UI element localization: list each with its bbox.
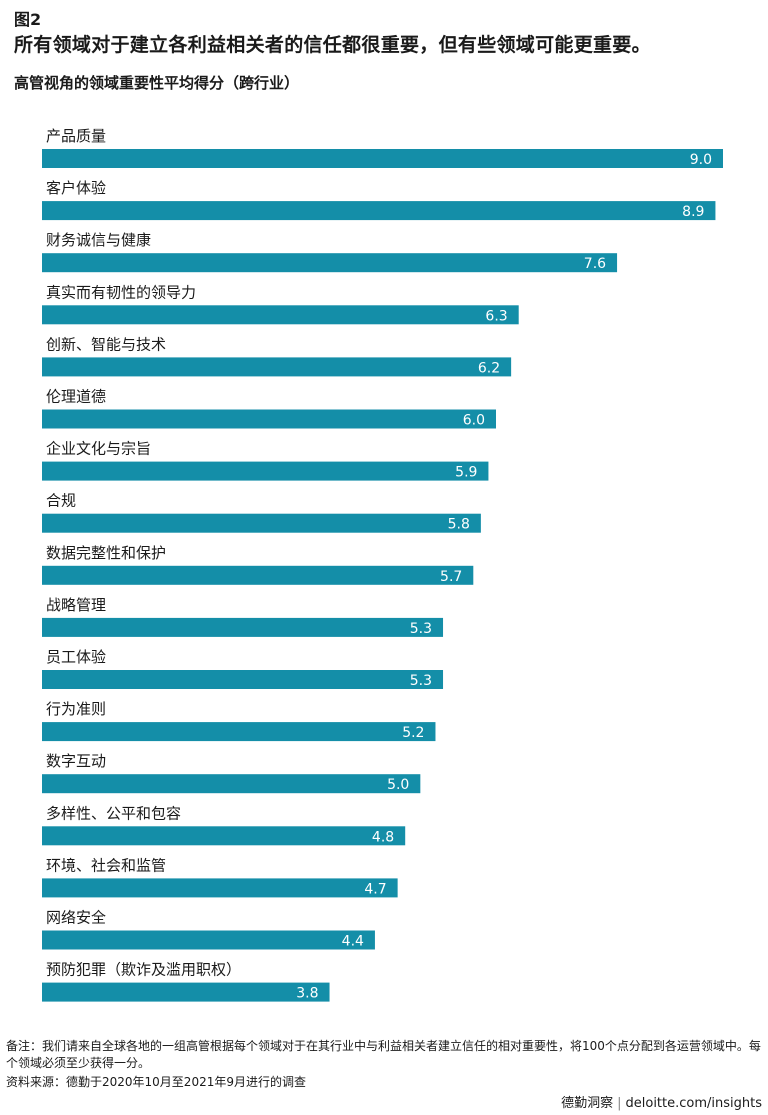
bar <box>42 722 436 742</box>
category-label: 数字互动 <box>46 752 106 770</box>
bar <box>42 617 444 637</box>
chart-subtitle: 高管视角的领域重要性平均得分（跨行业） <box>14 74 300 92</box>
brand-separator: | <box>617 1096 622 1111</box>
figure-label: 图2 <box>14 10 42 29</box>
chart-title: 所有领域对于建立各利益相关者的信任都很重要，但有些领域可能更重要。 <box>14 34 651 56</box>
value-label: 5.0 <box>387 777 409 793</box>
value-label: 5.8 <box>448 517 470 533</box>
category-label: 多样性、公平和包容 <box>46 804 181 822</box>
value-label: 8.9 <box>682 204 704 220</box>
brand-footer: 德勤洞察 | deloitte.com/insights <box>561 1092 762 1111</box>
category-label: 网络安全 <box>46 909 106 927</box>
bar <box>42 774 421 794</box>
value-label: 5.3 <box>410 621 432 637</box>
bar <box>42 253 618 273</box>
brand-name: 德勤洞察 <box>561 1096 614 1111</box>
value-label: 9.0 <box>690 152 712 168</box>
value-label: 3.8 <box>296 986 318 1002</box>
bar <box>42 149 723 168</box>
value-label: 6.3 <box>485 308 507 324</box>
value-label: 6.0 <box>463 413 485 429</box>
category-label: 战略管理 <box>46 596 106 614</box>
bar <box>42 878 398 898</box>
brand-url[interactable]: deloitte.com/insights <box>625 1096 763 1111</box>
bar <box>42 357 512 377</box>
category-label: 产品质量 <box>46 127 106 145</box>
value-label: 4.7 <box>364 881 386 897</box>
category-label: 伦理道德 <box>46 388 106 406</box>
category-label: 创新、智能与技术 <box>46 335 166 353</box>
bar <box>42 670 444 689</box>
bar <box>42 305 519 325</box>
value-label: 5.3 <box>410 673 432 689</box>
value-label: 7.6 <box>584 256 606 272</box>
bar <box>42 409 496 429</box>
value-label: 5.7 <box>440 569 462 585</box>
category-label: 企业文化与宗旨 <box>46 440 151 458</box>
category-label: 员工体验 <box>46 648 106 666</box>
value-label: 4.4 <box>342 934 364 950</box>
bar <box>42 461 489 481</box>
category-label: 真实而有韧性的领导力 <box>46 283 196 301</box>
bar <box>42 565 474 585</box>
bar <box>42 930 375 950</box>
category-label: 财务诚信与健康 <box>46 231 151 249</box>
category-label: 行为准则 <box>46 700 106 718</box>
category-label: 数据完整性和保护 <box>46 544 166 562</box>
source-note: 资料来源：德勤于2020年10月至2021年9月进行的调查 <box>6 1075 306 1089</box>
value-label: 5.2 <box>402 725 424 741</box>
footnote: 备注：我们请来自全球各地的一组高管根据每个领域对于在其行业中与利益相关者建立信任… <box>6 1039 761 1070</box>
bar <box>42 982 330 1002</box>
category-label: 环境、社会和监管 <box>46 856 166 874</box>
bar-chart: 产品质量 9.0 客户体验 8.9 财务诚信与健康 7.6 真实而有韧性的领导力 6.3 创新、… <box>42 127 723 1002</box>
value-label: 5.9 <box>455 465 477 481</box>
bar <box>42 513 481 533</box>
value-label: 4.8 <box>372 829 394 845</box>
category-label: 合规 <box>46 492 76 510</box>
category-label: 预防犯罪（欺诈及滥用职权） <box>46 961 241 979</box>
value-label: 6.2 <box>478 360 500 376</box>
bar <box>42 826 406 846</box>
category-label: 客户体验 <box>46 179 106 197</box>
bar <box>42 201 716 221</box>
